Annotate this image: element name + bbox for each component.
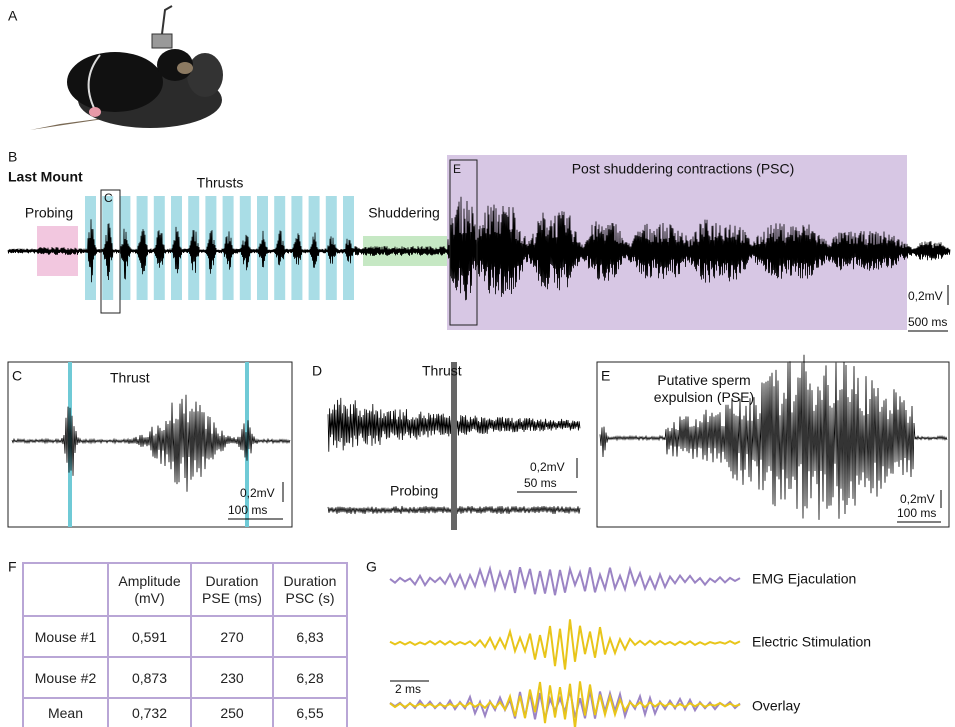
- trace-label: Thrust: [422, 363, 462, 379]
- region-label: Post shuddering contractions (PSC): [572, 161, 795, 177]
- region-label: Shuddering: [368, 205, 440, 221]
- header-text: Amplitude (mV): [118, 572, 181, 606]
- summary-table: Amplitude (mV) Duration PSE (ms) Duratio…: [22, 562, 348, 727]
- table-cell: 250: [190, 697, 274, 727]
- zoom-box: [449, 159, 478, 326]
- mouse-illustration: [30, 5, 223, 130]
- panel-label: A: [8, 8, 18, 24]
- table-cell: 0,732: [107, 697, 192, 727]
- header-text: Duration PSC (s): [283, 572, 337, 606]
- waveform: [389, 619, 741, 670]
- panel-label: C: [12, 368, 22, 384]
- header-text: Duration PSE (ms): [202, 572, 262, 606]
- panel-label: F: [8, 559, 17, 575]
- panel-label: G: [366, 559, 377, 575]
- waveform: [599, 354, 948, 520]
- scale-label: 100 ms: [228, 503, 267, 517]
- table-cell: [22, 562, 109, 617]
- scale-label: 0,2mV: [530, 460, 565, 474]
- scale-label: 100 ms: [897, 506, 936, 520]
- zoom-box-label: C: [104, 191, 113, 205]
- panel-label: E: [601, 368, 610, 384]
- trace-label: Thrust: [110, 370, 150, 386]
- zoom-box: [100, 189, 121, 314]
- trace-title: Last Mount: [8, 169, 83, 185]
- thrust-marker: [68, 362, 72, 527]
- table-cell: Duration PSE (ms): [190, 562, 274, 617]
- panel-frame: [596, 361, 950, 528]
- table-cell: Mouse #2: [22, 656, 109, 699]
- table-row: Mean 0,732 250 6,55: [22, 697, 348, 727]
- table-cell: Mouse #1: [22, 615, 109, 658]
- scale-label: 50 ms: [524, 476, 557, 490]
- table-row: Mouse #1 0,591 270 6,83: [22, 615, 348, 658]
- table-row: Mouse #2 0,873 230 6,28: [22, 656, 348, 699]
- thrust-marker: [451, 362, 457, 530]
- scale-label: 500 ms: [908, 315, 947, 329]
- table-cell: Mean: [22, 697, 109, 727]
- table-cell: 6,28: [272, 656, 348, 699]
- table-cell: 230: [190, 656, 274, 699]
- scale-label: 2 ms: [395, 682, 421, 696]
- trace-label: Electric Stimulation: [752, 634, 871, 650]
- zoom-box-label: E: [453, 162, 461, 176]
- table-header: Amplitude (mV) Duration PSE (ms) Duratio…: [22, 562, 348, 617]
- table-cell: 6,55: [272, 697, 348, 727]
- waveform: [7, 196, 951, 301]
- table-cell: Amplitude (mV): [107, 562, 192, 617]
- waveform: [389, 564, 741, 596]
- trace-label: Putative sperm expulsion (PSE): [653, 372, 755, 405]
- region-label: Thrusts: [197, 175, 244, 191]
- trace-label: EMG Ejaculation: [752, 571, 856, 587]
- table-cell: 6,83: [272, 615, 348, 658]
- waveform: [389, 689, 741, 720]
- thrust-marker: [245, 362, 249, 527]
- scale-label: 0,2mV: [900, 492, 935, 506]
- scale-label: 0,2mV: [908, 289, 943, 303]
- panel-label: B: [8, 149, 17, 165]
- region-label: Probing: [25, 205, 73, 221]
- waveform: [11, 394, 291, 492]
- panel-label: D: [312, 363, 322, 379]
- waveform: [389, 681, 741, 727]
- panel-frame: [7, 361, 293, 528]
- table-cell: 0,873: [107, 656, 192, 699]
- table-cell: Duration PSC (s): [272, 562, 348, 617]
- trace-label: Overlay: [752, 698, 800, 714]
- scale-label: 0,2mV: [240, 486, 275, 500]
- table-cell: 270: [190, 615, 274, 658]
- table-cell: 0,591: [107, 615, 192, 658]
- trace-label: Probing: [390, 483, 438, 499]
